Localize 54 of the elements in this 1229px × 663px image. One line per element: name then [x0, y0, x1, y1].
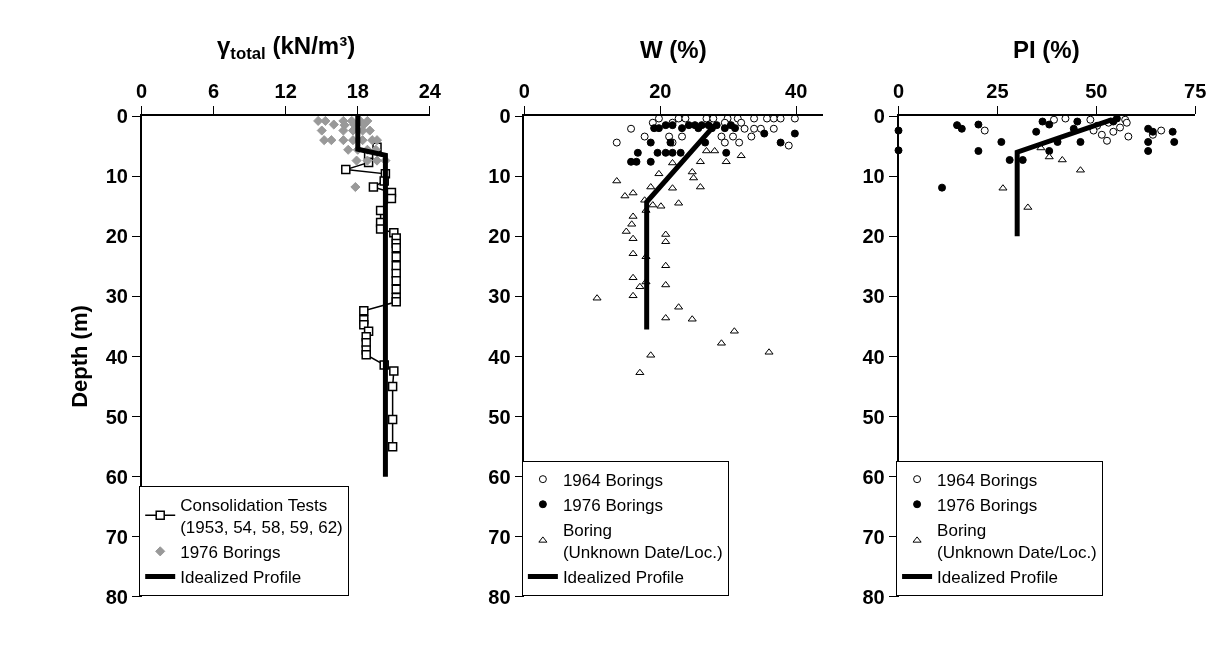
y-tick-label: 60 — [862, 465, 885, 488]
y-tick-label: 40 — [105, 345, 128, 368]
chart-title: PI (%) — [1013, 36, 1080, 63]
x-tick-label: 25 — [986, 80, 1009, 103]
legend-label: Idealized Profile — [180, 568, 302, 588]
y-tick-label: 0 — [499, 105, 511, 128]
y-tick-label: 70 — [105, 525, 128, 548]
legend-label: Idealized Profile — [937, 568, 1059, 588]
x-tick-label: 0 — [518, 80, 530, 103]
x-tick-label: 75 — [1184, 80, 1207, 103]
y-tick-label: 10 — [488, 165, 511, 188]
chart-title: W (%) — [640, 36, 707, 63]
y-tick-label: 20 — [862, 225, 885, 248]
x-tick-label: 24 — [418, 80, 442, 103]
legend-label: 1964 Borings — [937, 470, 1038, 490]
x-tick-label: 18 — [346, 80, 369, 103]
y-tick-label: 30 — [488, 285, 511, 308]
y-tick-label: 70 — [862, 525, 885, 548]
x-tick-label: 20 — [649, 80, 672, 103]
x-tick-label: 50 — [1085, 80, 1108, 103]
legend-label: 1964 Borings — [562, 470, 664, 490]
y-tick-label: 40 — [488, 345, 511, 368]
y-tick-label: 80 — [488, 585, 511, 608]
x-tick-label: 12 — [274, 80, 297, 103]
y-tick-label: 0 — [116, 105, 128, 128]
legend-label: 1976 Borings — [937, 495, 1038, 515]
y-tick-label: 40 — [862, 345, 885, 368]
chart-title: γ$_{total}$ (kN/m³) — [217, 32, 356, 64]
y-tick-label: 0 — [873, 105, 885, 128]
y-tick-label: 20 — [488, 225, 511, 248]
x-tick-label: 0 — [136, 80, 148, 103]
x-tick-label: 0 — [892, 80, 905, 103]
legend-label: Idealized Profile — [562, 568, 684, 588]
y-tick-label: 60 — [105, 465, 128, 488]
y-tick-label: 50 — [488, 405, 511, 428]
y-tick-label: 80 — [105, 585, 128, 608]
y-tick-label: 10 — [105, 165, 128, 188]
y-tick-label: 30 — [862, 285, 885, 308]
legend-label: 1976 Borings — [562, 495, 664, 515]
y-tick-label: 50 — [862, 405, 885, 428]
y-axis-title: Depth (m) — [66, 305, 92, 408]
y-tick-label: 70 — [488, 525, 511, 548]
legend-label: 1976 Borings — [180, 542, 281, 562]
legend-label: Boring (Unknown Date/Loc.) — [562, 520, 723, 563]
y-tick-label: 80 — [862, 585, 885, 608]
y-tick-label: 50 — [105, 405, 128, 428]
x-tick-label: 40 — [785, 80, 808, 103]
y-tick-label: 10 — [862, 165, 885, 188]
legend-label: Consolidation Tests (1953, 54, 58, 59, 62) — [180, 495, 343, 537]
y-tick-label: 20 — [105, 225, 128, 248]
y-tick-label: 30 — [105, 285, 128, 308]
x-tick-label: 6 — [208, 80, 220, 103]
legend-label: Boring (Unknown Date/Loc.) — [937, 520, 1097, 563]
y-tick-label: 60 — [488, 465, 511, 488]
